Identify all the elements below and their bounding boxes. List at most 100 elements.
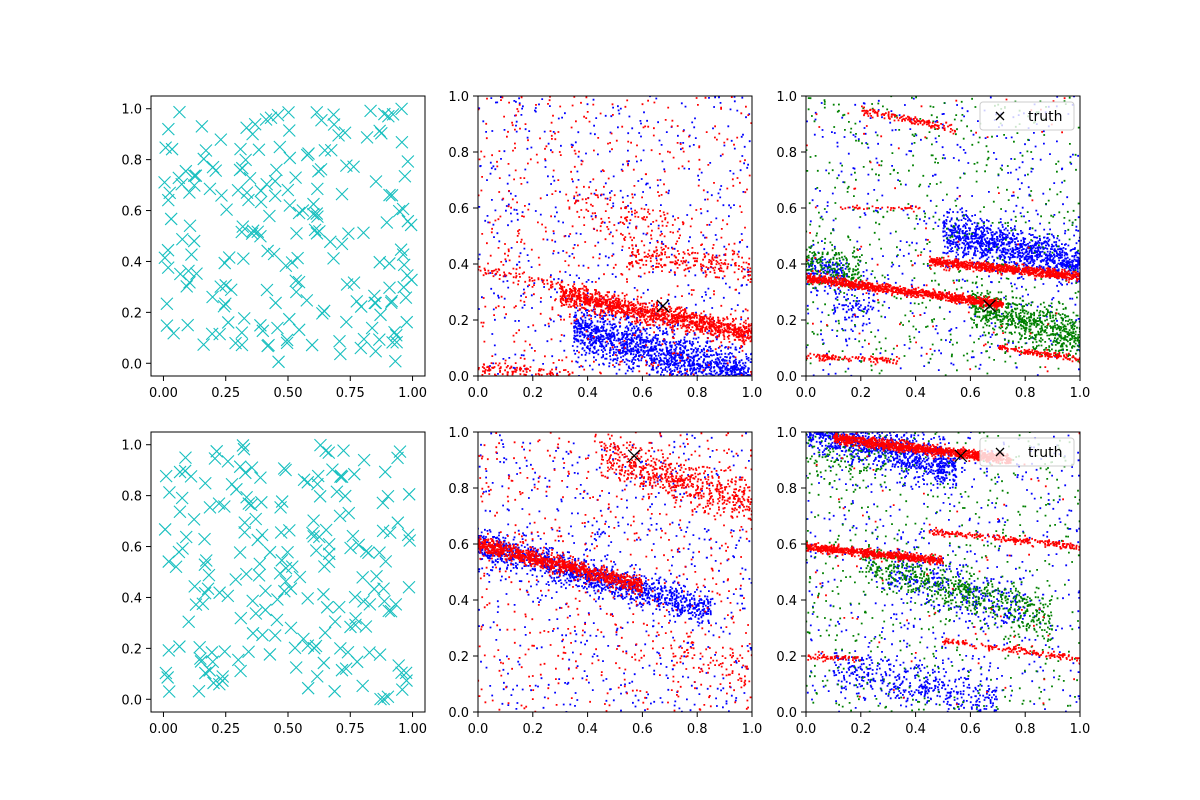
data-point [311,210,324,224]
data-point [244,498,258,512]
data-point [347,160,360,174]
data-point [198,558,212,572]
data-point [262,338,275,352]
data-point [399,666,413,680]
data-point [357,595,370,608]
data-point [199,144,213,157]
data-point [281,545,294,559]
data-point [335,663,349,677]
data-point [347,276,361,290]
data-point [292,323,306,337]
data-point [259,584,272,598]
data-point [385,188,399,202]
data-point [233,460,247,474]
data-point [349,618,362,632]
data-point [307,197,320,211]
subplot-5: 0.0 0.2 0.4 0.6 0.8 1.0 0.0 0.2 0.4 0.6 0.8 1.0 [448,426,762,737]
data-point [187,513,201,526]
subplot-6: 0.0 0.2 0.4 0.6 0.8 1.0 0.0 0.2 0.4 0.6 0.8 1.0 trut… [776,426,1090,737]
data-point [164,212,178,226]
data-point [282,523,296,537]
data-point [322,537,336,551]
data-point [246,626,260,640]
data-point [270,613,284,627]
y-tick-label: 1.0 [448,90,469,105]
data-point [254,229,267,243]
data-point [263,648,277,661]
data-point [207,676,220,690]
data-point [360,131,374,144]
data-point [384,604,398,618]
data-point [322,446,336,459]
data-point [363,598,377,611]
data-point [293,570,307,584]
data-point [383,188,396,202]
data-point [388,354,402,368]
data-point [198,476,212,490]
data-point [275,495,289,508]
x-tick-label: 0.4 [577,386,598,401]
data-point [212,677,226,691]
data-point [205,646,219,659]
data-point [382,604,396,618]
data-point [388,325,401,339]
y-tick-label: 0.0 [448,706,469,721]
y-tick-label: 0.8 [121,490,142,505]
data-point [234,142,247,156]
data-point [338,489,352,503]
data-point [370,569,383,583]
data-point [161,671,175,684]
data-point [356,570,370,584]
data-point [385,294,399,308]
subplot-2: 0.0 0.2 0.4 0.6 0.8 1.0 0.0 0.2 0.4 0.6 0.8 1.0 [448,90,762,401]
x-tick-label: 0.6 [960,386,981,401]
data-point [238,466,252,480]
x-tick-label: 0.6 [960,722,981,737]
data-point [326,463,339,476]
data-point [235,338,249,352]
data-point [273,140,287,154]
data-point [402,580,416,594]
y-tick-label: 0.4 [121,591,142,606]
data-point [342,506,356,520]
data-point [221,454,235,468]
data-point [182,615,196,629]
data-point [173,105,186,119]
data-point [317,587,330,601]
y-tick-label: 0.2 [121,306,142,321]
data-point [202,568,216,582]
data-point [246,224,260,238]
data-point [176,542,189,555]
data-point [236,220,250,233]
x-tick-label: 0.8 [687,386,708,401]
data-point [221,589,235,603]
y-tick-label: 1.0 [776,426,797,441]
data-point [315,113,328,127]
data-point [173,640,186,653]
data-point [328,684,342,698]
plot-area [806,96,1080,376]
data-point [253,557,267,571]
data-point [377,582,390,596]
data-point [198,586,212,600]
data-point [179,451,192,464]
data-point [377,692,391,706]
data-point [183,219,197,233]
data-point [179,530,193,544]
data-point [282,124,296,137]
x-tick-label: 0.75 [336,722,365,737]
x-tick-label: 0.0 [468,722,489,737]
data-point [169,560,183,574]
data-point [349,611,363,625]
y-tick-label: 0.4 [448,594,469,609]
y-tick-label: 0.6 [121,205,142,220]
truth-marker [983,299,997,313]
data-point [310,105,324,119]
data-point [249,512,263,526]
data-point [275,553,289,567]
data-point [369,344,383,358]
data-point [234,664,247,678]
data-point [172,171,186,185]
data-point [279,259,293,273]
data-point [282,312,296,326]
